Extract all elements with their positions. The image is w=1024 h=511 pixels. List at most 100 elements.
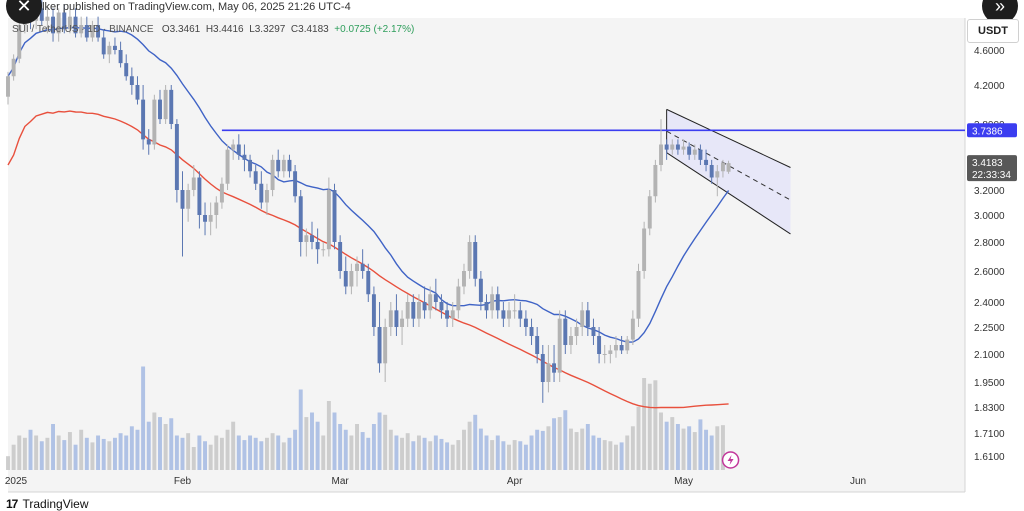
volume-bar [647,383,652,470]
volume-bar [473,414,478,470]
candle [259,171,264,209]
volume-bar [433,435,438,470]
volume-bar [298,389,303,470]
candle [73,8,78,38]
symbol-name[interactable]: SUI / TetherUS · 1D · BINANCE [12,24,154,35]
candle [591,318,596,345]
x-tick-label: Apr [507,476,523,487]
candle [304,228,309,257]
candle-body [287,159,292,172]
volume-bar [518,441,523,470]
candle-body [625,339,630,351]
volume-bar [231,421,236,470]
candle-body [343,271,348,287]
y-tick-label: 4.2000 [974,81,1005,92]
volume-bar [84,437,89,470]
candle-body [242,154,247,160]
candle [366,263,371,302]
y-tick-label: 2.1000 [974,350,1005,361]
candle-body [726,163,731,172]
candle [298,190,303,257]
tradingview-logo: 17 TradingView [6,497,89,511]
candle-body [270,159,275,190]
volume-bar [34,435,39,470]
close-icon: ✕ [16,0,32,16]
volume-bar [22,437,27,470]
candle [11,54,16,81]
candle [310,221,314,250]
candle-body [197,177,202,215]
volume-bar [287,437,292,470]
volume-bar [304,417,309,470]
candle [720,159,725,178]
volume-bar [625,435,630,470]
volume-bar [704,429,709,470]
candle-body [675,144,680,150]
candle [563,310,568,354]
candle [17,20,22,64]
candle [326,177,331,257]
volume-bar [79,429,84,470]
candle-body [523,318,528,327]
volume-bar [422,437,427,470]
high-value: H3.4416 [205,24,244,35]
candle-body [428,294,433,311]
y-tick-label: 1.8300 [974,403,1005,414]
candle [585,302,590,336]
publisher-text: elker published on TradingView.com, May … [36,1,351,13]
volume-bar [535,429,540,470]
volume-bar [642,378,647,470]
candle [557,310,562,382]
volume-bar [253,437,258,470]
volume-bar [152,412,157,470]
candle-body [636,271,641,319]
moving-average-fast-line [7,26,730,343]
volume-bar [512,440,517,470]
x-axis-ticks: 2025 Feb Mar Apr May Jun [5,476,866,487]
candle [501,302,506,327]
volume-bar [664,421,669,470]
volume-bar [349,435,354,470]
candle-body [574,327,579,336]
candle-body [90,25,95,38]
candle-body [124,63,129,77]
candle-body [355,263,359,271]
candle [422,286,427,319]
candle-body [518,310,523,319]
candle [338,235,343,279]
candle [647,190,652,236]
candle [445,302,450,327]
candle-body [585,310,590,327]
candle [270,154,275,197]
volume-bars [6,366,725,470]
x-tick-label: Mar [332,476,350,487]
tradingview-logo-text: TradingView [22,497,89,511]
candle-body [259,183,264,203]
candle [625,336,630,354]
candle-body [422,302,427,311]
candle-body [698,149,703,160]
candle-body [281,159,286,172]
candle [163,85,168,124]
candle-body [602,354,607,355]
volume-bar [507,444,511,470]
y-tick-label: 2.8000 [974,238,1005,249]
candle-body [107,45,112,55]
candle [377,302,382,373]
volume-bar [383,414,388,470]
candle [642,221,647,279]
candle-body [310,235,314,242]
countdown-label: 22:33:34 [972,170,1011,181]
candle [208,202,213,236]
candle [101,29,106,59]
candle-body [568,336,573,345]
currency-label[interactable]: USDT [967,19,1019,43]
y-tick-label: 3.0000 [974,211,1005,222]
candle [186,183,191,222]
close-value: C3.4183 [290,24,329,35]
volume-bar [636,406,641,470]
candle [535,327,540,364]
volume-bar [614,444,618,470]
candle [248,154,253,178]
